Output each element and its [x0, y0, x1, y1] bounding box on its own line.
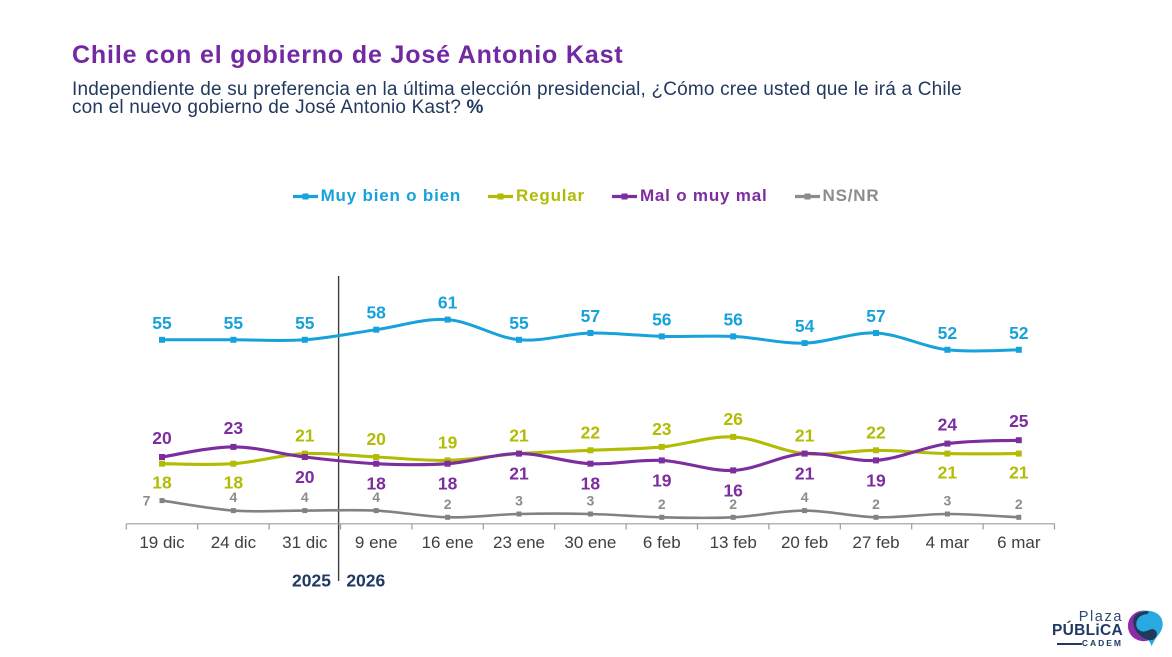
svg-text:2: 2 — [729, 496, 737, 512]
svg-text:3: 3 — [515, 493, 523, 509]
svg-text:52: 52 — [1009, 323, 1029, 343]
svg-text:2: 2 — [872, 496, 880, 512]
svg-text:30 ene: 30 ene — [564, 533, 616, 552]
svg-text:26: 26 — [723, 409, 743, 429]
svg-text:25: 25 — [1009, 411, 1029, 431]
svg-text:2026: 2026 — [346, 571, 385, 591]
svg-text:18: 18 — [152, 473, 172, 493]
svg-text:58: 58 — [366, 303, 386, 323]
svg-text:57: 57 — [581, 306, 600, 326]
svg-text:20: 20 — [295, 467, 315, 487]
svg-text:9 ene: 9 ene — [355, 533, 398, 552]
svg-text:22: 22 — [866, 422, 886, 442]
svg-text:19: 19 — [438, 432, 458, 452]
svg-text:2: 2 — [1015, 496, 1023, 512]
svg-text:55: 55 — [295, 313, 315, 333]
svg-text:6 mar: 6 mar — [997, 533, 1041, 552]
svg-text:23: 23 — [224, 418, 244, 438]
svg-text:4: 4 — [801, 489, 809, 505]
svg-text:55: 55 — [509, 313, 529, 333]
svg-text:21: 21 — [1009, 463, 1029, 483]
svg-text:4: 4 — [230, 489, 238, 505]
svg-text:21: 21 — [295, 426, 315, 446]
svg-text:19: 19 — [652, 470, 672, 490]
svg-text:18: 18 — [366, 474, 386, 494]
svg-text:18: 18 — [438, 474, 458, 494]
svg-text:2: 2 — [444, 496, 452, 512]
svg-text:6 feb: 6 feb — [643, 533, 681, 552]
svg-text:4 mar: 4 mar — [926, 533, 970, 552]
svg-text:20: 20 — [366, 429, 386, 449]
svg-text:55: 55 — [224, 313, 244, 333]
svg-text:23 ene: 23 ene — [493, 533, 545, 552]
svg-text:56: 56 — [652, 309, 672, 329]
svg-text:2025: 2025 — [292, 571, 331, 591]
svg-text:23: 23 — [652, 419, 672, 439]
svg-text:22: 22 — [581, 422, 601, 442]
svg-text:55: 55 — [152, 313, 172, 333]
svg-text:4: 4 — [372, 489, 380, 505]
svg-text:18: 18 — [224, 473, 244, 493]
svg-text:13 feb: 13 feb — [710, 533, 757, 552]
svg-text:57: 57 — [866, 306, 885, 326]
svg-text:31 dic: 31 dic — [282, 533, 328, 552]
svg-text:20: 20 — [152, 428, 172, 448]
svg-text:16 ene: 16 ene — [422, 533, 474, 552]
svg-text:19: 19 — [866, 470, 886, 490]
svg-text:3: 3 — [587, 493, 595, 509]
svg-text:24 dic: 24 dic — [211, 533, 257, 552]
svg-text:3: 3 — [944, 493, 952, 509]
svg-text:18: 18 — [581, 474, 601, 494]
svg-text:7: 7 — [143, 493, 151, 509]
svg-text:52: 52 — [938, 323, 958, 343]
svg-text:21: 21 — [795, 464, 815, 484]
svg-text:21: 21 — [509, 426, 529, 446]
svg-text:2: 2 — [658, 496, 666, 512]
svg-text:20 feb: 20 feb — [781, 533, 828, 552]
svg-text:16: 16 — [723, 480, 743, 500]
svg-text:21: 21 — [795, 426, 815, 446]
svg-text:61: 61 — [438, 293, 458, 313]
svg-text:27 feb: 27 feb — [852, 533, 899, 552]
svg-text:24: 24 — [938, 415, 958, 435]
svg-text:21: 21 — [938, 463, 958, 483]
svg-text:4: 4 — [301, 489, 309, 505]
svg-text:56: 56 — [723, 309, 743, 329]
svg-text:21: 21 — [509, 464, 529, 484]
svg-text:54: 54 — [795, 316, 815, 336]
svg-text:19 dic: 19 dic — [139, 533, 185, 552]
